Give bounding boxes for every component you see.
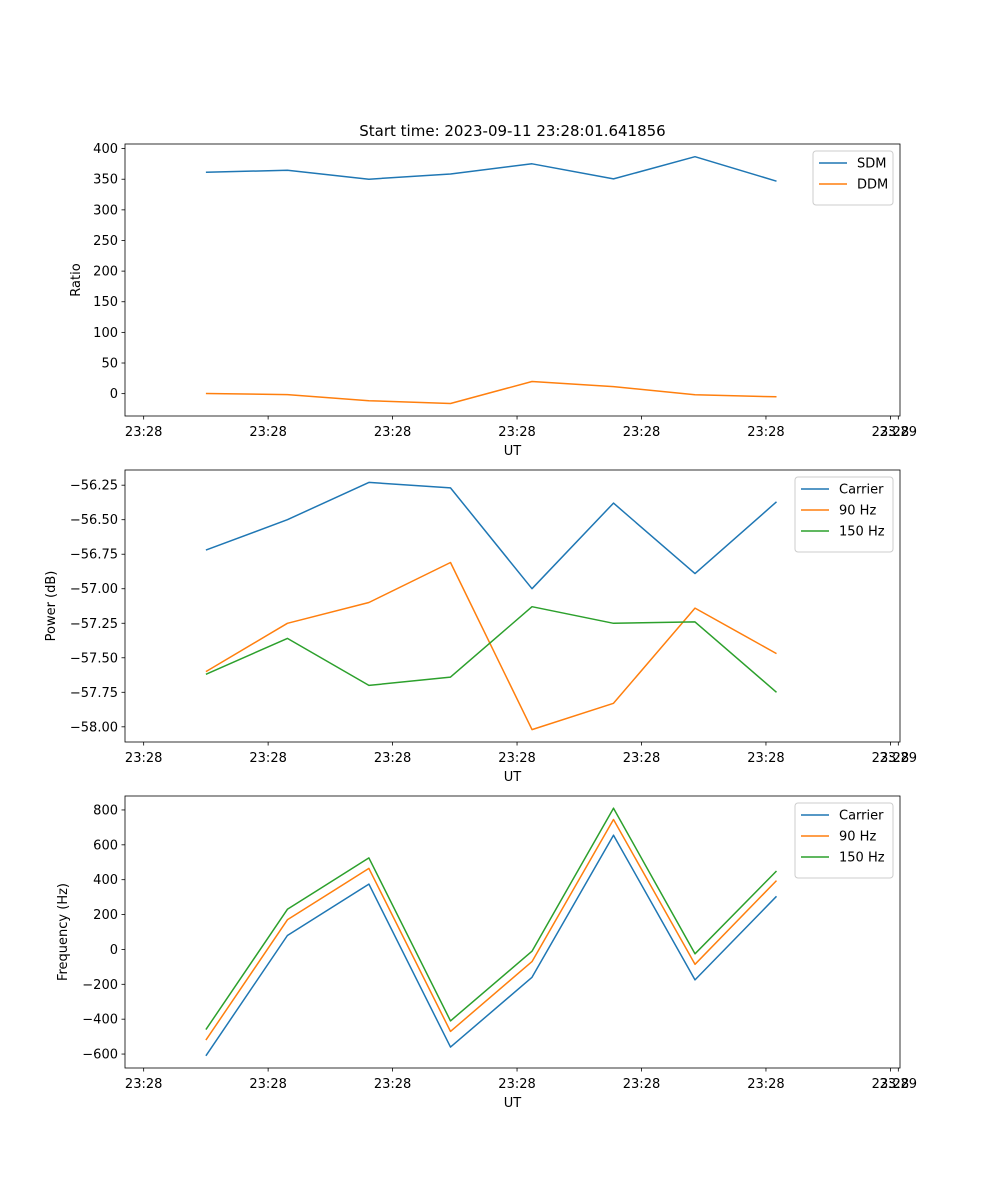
x-tick-label: 23:28 (374, 1077, 411, 1092)
legend-label: DDM (857, 178, 888, 193)
series-line-150-hz (205, 807, 778, 1031)
y-tick-label: 300 (93, 203, 118, 218)
y-tick-label: 200 (93, 908, 118, 923)
legend-label: 90 Hz (839, 830, 876, 845)
legend-box (812, 150, 894, 206)
y-tick-label: −58.00 (70, 720, 118, 735)
axes-frame (124, 795, 901, 1069)
y-tick-label: 400 (93, 873, 118, 888)
legend: Carrier 90 Hz 150 Hz (794, 802, 894, 879)
x-tick-label: 23:28 (872, 425, 909, 440)
x-tick-label: 23:28 (498, 425, 535, 440)
y-tick-label: −57.75 (70, 686, 118, 701)
series-line-ddm (205, 380, 777, 405)
x-tick-label: 23:28 (374, 425, 411, 440)
x-tick-label: 23:28 (125, 1077, 162, 1092)
x-tick-label: 23:28 (747, 425, 784, 440)
x-tick-label: 23:28 (374, 751, 411, 766)
x-tick-label: 23:29 (880, 425, 917, 440)
y-tick-label: −57.25 (70, 617, 118, 632)
y-tick-label: −57.50 (70, 651, 118, 666)
y-tick-label: 250 (93, 234, 118, 249)
legend-box (794, 476, 894, 553)
legend-box (794, 802, 894, 879)
x-tick-label: 23:28 (498, 751, 535, 766)
series-line-carrier (205, 834, 778, 1057)
y-axis-label: Ratio (69, 263, 84, 296)
x-tick-label: 23:28 (623, 425, 660, 440)
y-tick-label: −56.50 (70, 513, 118, 528)
x-tick-label: 23:28 (747, 1077, 784, 1092)
legend: SDM DDM (812, 150, 894, 206)
y-tick-label: 0 (110, 387, 118, 402)
axes-frame (124, 143, 901, 417)
y-tick-label: 400 (93, 142, 118, 157)
x-tick-label: 23:28 (249, 1077, 286, 1092)
series-line-90-hz (205, 818, 778, 1041)
y-tick-label: 50 (101, 357, 118, 372)
x-axis-label: UT (504, 444, 522, 459)
axes-frame (124, 469, 901, 743)
y-tick-label: 600 (93, 838, 118, 853)
y-tick-label: 0 (110, 943, 118, 958)
legend-label: Carrier (839, 809, 884, 824)
legend-label: Carrier (839, 483, 884, 498)
legend-label: SDM (857, 157, 886, 172)
legend-label: 150 Hz (839, 525, 885, 540)
x-tick-label: 23:28 (125, 751, 162, 766)
x-tick-label: 23:28 (623, 1077, 660, 1092)
y-tick-label: 350 (93, 173, 118, 188)
chart-3: −600 −400 −200 0 200 400 600 800 23:28 23:28 23:28… (56, 795, 917, 1111)
x-tick-label: 23:28 (872, 1077, 909, 1092)
legend-label: 90 Hz (839, 504, 876, 519)
y-tick-label: 200 (93, 265, 118, 280)
x-axis-label: UT (504, 770, 522, 785)
y-axis-label: Power (dB) (44, 571, 59, 642)
chart-2: −58.00 −57.75 −57.50 −57.25 −57.00 −56.75 −56.… (44, 469, 917, 785)
x-tick-label: 23:28 (125, 425, 162, 440)
y-tick-label: −57.00 (70, 582, 118, 597)
legend-label: 150 Hz (839, 851, 885, 866)
x-tick-label: 23:28 (623, 751, 660, 766)
y-tick-label: 150 (93, 295, 118, 310)
x-tick-label: 23:29 (880, 1077, 917, 1092)
x-axis-label: UT (504, 1096, 522, 1111)
series-line-sdm (205, 155, 777, 182)
series-line-150-hz (205, 605, 777, 693)
y-tick-label: 800 (93, 803, 118, 818)
y-tick-label: −56.25 (70, 479, 118, 494)
x-tick-label: 23:28 (747, 751, 784, 766)
series-line-90-hz (205, 561, 777, 731)
y-tick-label: −56.75 (70, 548, 118, 563)
y-tick-label: −600 (82, 1048, 118, 1063)
y-axis-label: Frequency (Hz) (56, 883, 71, 981)
y-tick-label: −400 (82, 1013, 118, 1028)
legend: Carrier 90 Hz 150 Hz (794, 476, 894, 553)
series-line-carrier (205, 481, 777, 590)
x-tick-label: 23:28 (498, 1077, 535, 1092)
figure-title: Start time: 2023-09-11 23:28:01.641856 (359, 122, 665, 140)
x-tick-label: 23:28 (872, 751, 909, 766)
x-tick-label: 23:28 (249, 425, 286, 440)
y-tick-label: 100 (93, 326, 118, 341)
x-tick-label: 23:29 (880, 751, 917, 766)
y-tick-label: −200 (82, 978, 118, 993)
x-tick-label: 23:28 (249, 751, 286, 766)
